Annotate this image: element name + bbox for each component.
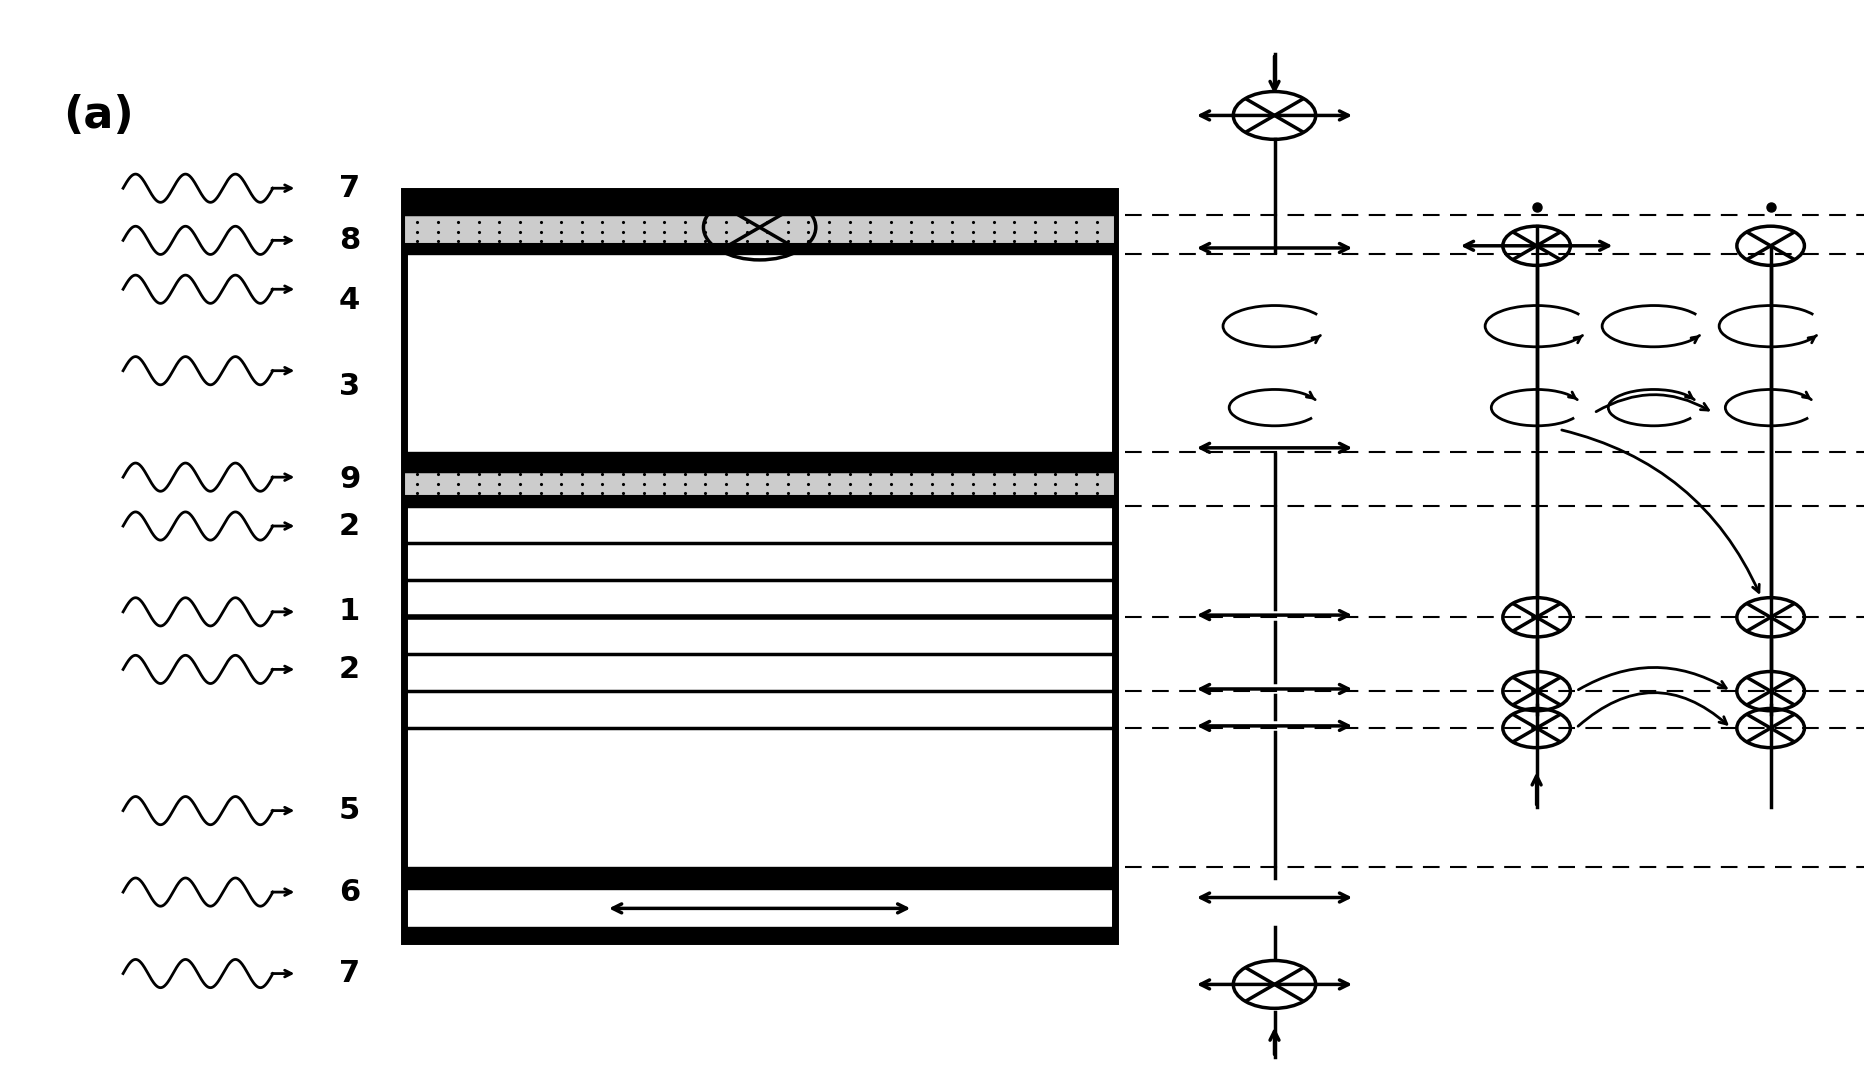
Text: 7: 7: [339, 174, 360, 203]
Text: 1: 1: [339, 598, 360, 626]
Bar: [403, 216, 1116, 244]
Text: 2: 2: [339, 512, 360, 540]
Text: 3: 3: [339, 372, 360, 402]
Text: 7: 7: [339, 959, 360, 988]
Text: 4: 4: [339, 285, 360, 315]
Text: 8: 8: [339, 225, 360, 255]
Text: 9: 9: [339, 465, 360, 493]
Bar: [403, 192, 1116, 941]
Text: 5: 5: [339, 796, 360, 825]
Text: 6: 6: [339, 878, 360, 906]
Bar: [403, 472, 1116, 495]
Text: (a): (a): [64, 94, 135, 137]
Text: 2: 2: [339, 654, 360, 684]
